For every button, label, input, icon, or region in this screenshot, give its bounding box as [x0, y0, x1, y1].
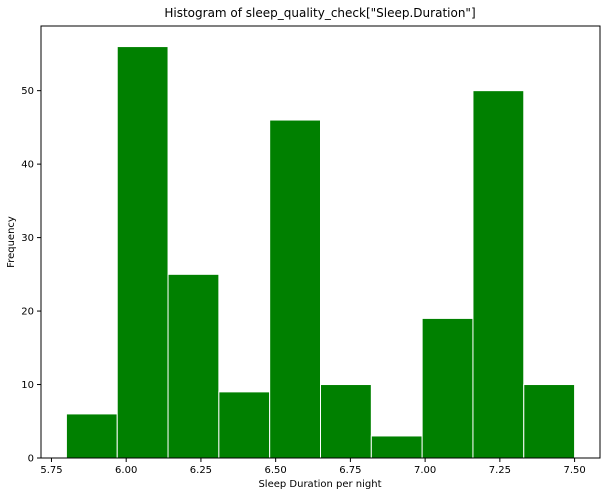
y-tick-label: 10 — [21, 380, 34, 391]
histogram-bar — [370, 435, 423, 459]
histogram-bar — [269, 119, 322, 459]
plot-frame — [40, 25, 601, 459]
x-axis-ticks: 5.75 6.00 6.25 6.50 6.75 7.00 7.25 7.50 — [40, 458, 586, 476]
histogram-bar — [116, 46, 169, 459]
y-tick-label: 30 — [21, 233, 34, 244]
x-tick-label: 6.25 — [190, 465, 212, 476]
x-tick-label: 6.00 — [115, 465, 137, 476]
x-tick-label: 7.00 — [414, 465, 436, 476]
histogram-bar — [218, 391, 271, 459]
x-tick-label: 7.25 — [489, 465, 511, 476]
histogram-bar — [320, 384, 372, 459]
histogram-bar — [472, 90, 525, 459]
histogram-bar — [167, 273, 220, 459]
y-axis-ticks: 0 10 20 30 40 50 — [21, 86, 41, 465]
x-tick-label: 7.50 — [563, 465, 585, 476]
x-tick-label: 6.75 — [339, 465, 361, 476]
histogram-bar — [421, 317, 474, 459]
y-tick-label: 0 — [28, 454, 34, 465]
x-axis-label: Sleep Duration per night — [258, 479, 381, 490]
x-tick-label: 6.50 — [265, 465, 287, 476]
y-tick-label: 40 — [21, 160, 34, 171]
y-tick-label: 20 — [21, 307, 34, 318]
histogram-bar — [65, 413, 118, 459]
chart-title: Histogram of sleep_quality_check["Sleep.… — [164, 6, 475, 20]
histogram-bar — [523, 384, 576, 459]
y-tick-label: 50 — [21, 86, 34, 97]
bars-group — [65, 46, 576, 459]
x-tick-label: 5.75 — [40, 465, 62, 476]
y-axis-label: Frequency — [6, 216, 17, 268]
